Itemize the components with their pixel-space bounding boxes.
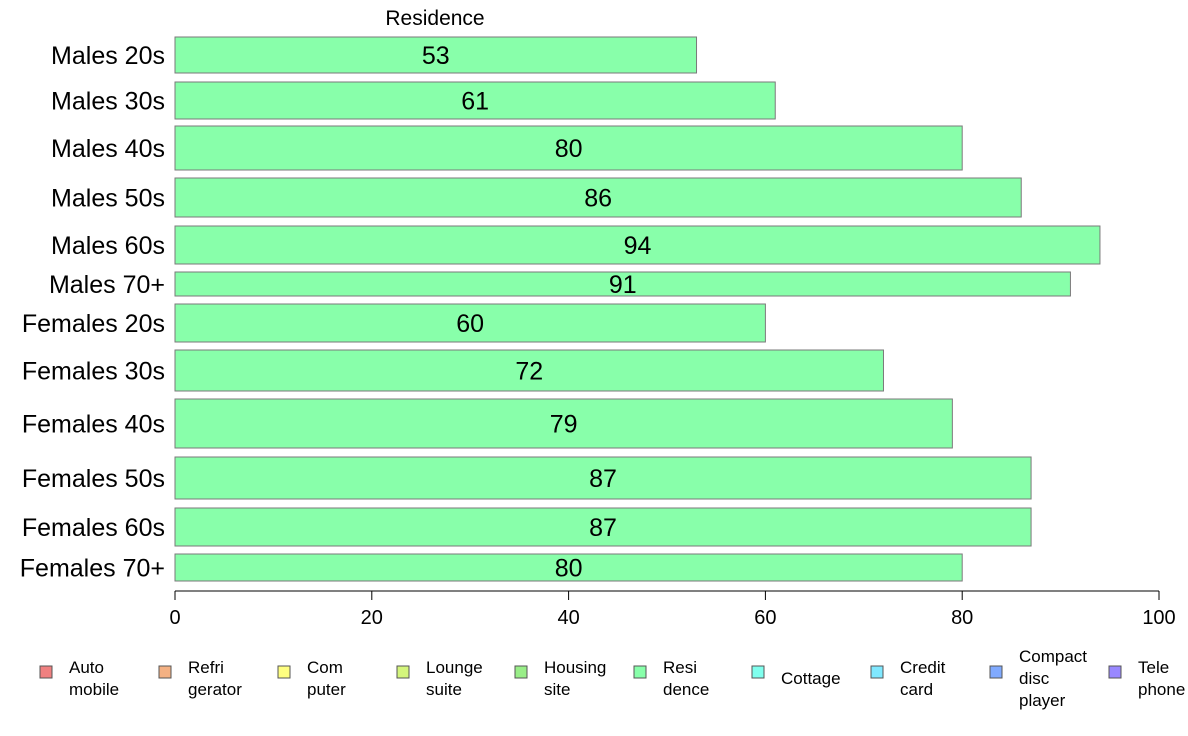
- legend-swatch: [1108, 665, 1122, 679]
- category-label: Females 70+: [20, 555, 165, 583]
- legend-label-line: dence: [663, 680, 709, 699]
- legend-label: Credit card: [900, 658, 946, 699]
- legend-label: Lounge suite: [426, 658, 483, 699]
- legend-swatch: [277, 665, 291, 679]
- x-tick-label: 20: [361, 607, 383, 629]
- category-label: Females 40s: [22, 411, 165, 439]
- category-label: Males 20s: [51, 42, 165, 70]
- data-label: 91: [609, 271, 637, 299]
- legend: Auto mobile Refri gerator Com puter Lounge suit…: [39, 647, 1185, 710]
- bar-females-70plus: [174, 553, 963, 582]
- data-label: 61: [461, 88, 489, 116]
- legend-label-line: Auto: [69, 658, 104, 677]
- panel-title: Residence: [385, 7, 484, 30]
- category-label: Females 30s: [22, 358, 165, 386]
- legend-label-line: Resi: [663, 658, 697, 677]
- category-label: Males 50s: [51, 185, 165, 213]
- x-tick-label: 60: [754, 607, 776, 629]
- legend-label-line: Refri: [188, 658, 224, 677]
- data-label: 79: [550, 411, 578, 439]
- bar-females-30s: [174, 349, 884, 392]
- x-tick-label: 100: [1142, 607, 1175, 629]
- legend-swatch: [989, 665, 1003, 679]
- data-label: 87: [589, 465, 617, 493]
- legend-label: Refri gerator: [188, 658, 242, 699]
- legend-label-line: puter: [307, 680, 346, 699]
- x-tick-label: 0: [169, 607, 180, 629]
- category-label: Males 40s: [51, 135, 165, 163]
- bar-females-40s: [174, 398, 953, 449]
- legend-label-line: gerator: [188, 680, 242, 699]
- legend-label: Resi dence: [663, 658, 709, 699]
- x-axis: 0 20 40 60 80 100: [169, 590, 1176, 629]
- data-label: 94: [624, 232, 652, 260]
- data-label: 60: [456, 310, 484, 338]
- bar-males-40s: [174, 125, 963, 171]
- legend-swatch: [396, 665, 410, 679]
- data-label: 53: [422, 42, 450, 70]
- category-label: Males 60s: [51, 232, 165, 260]
- legend-label: Auto mobile: [69, 658, 119, 699]
- category-label: Females 60s: [22, 514, 165, 542]
- legend-label-line: Lounge: [426, 658, 483, 677]
- bar-males-20s: [174, 36, 698, 74]
- data-label: 72: [515, 358, 543, 386]
- legend-label: Tele phone: [1138, 658, 1185, 699]
- legend-label-line: Tele: [1138, 658, 1169, 677]
- legend-label-line: player: [1019, 691, 1066, 710]
- x-tick-label: 40: [557, 607, 579, 629]
- legend-label-line: Com: [307, 658, 343, 677]
- legend-swatch: [39, 665, 53, 679]
- data-label: 86: [584, 185, 612, 213]
- category-label: Males 70+: [49, 271, 165, 299]
- bar-females-20s: [174, 303, 766, 343]
- legend-swatch: [514, 665, 528, 679]
- legend-label-line: mobile: [69, 680, 119, 699]
- legend-label: Cottage: [781, 669, 841, 688]
- bars-group: Males 20s 53 Males 30s 61 Males 40s 80 Males 5…: [20, 36, 1101, 583]
- data-label: 87: [589, 514, 617, 542]
- legend-label: Compact disc player: [1019, 647, 1087, 710]
- legend-label-line: Credit: [900, 658, 946, 677]
- bar-males-70plus: [174, 271, 1071, 297]
- data-label: 80: [555, 555, 583, 583]
- legend-label-line: site: [544, 680, 570, 699]
- bar-males-30s: [174, 81, 776, 120]
- x-tick-label: 80: [951, 607, 973, 629]
- category-label: Females 50s: [22, 465, 165, 493]
- legend-swatch: [158, 665, 172, 679]
- legend-label-line: Cottage: [781, 669, 841, 688]
- legend-label: Com puter: [307, 658, 346, 699]
- legend-label-line: phone: [1138, 680, 1185, 699]
- category-label: Males 30s: [51, 88, 165, 116]
- legend-swatch: [633, 665, 647, 679]
- bar-females-60s: [174, 507, 1032, 547]
- legend-label-line: Housing: [544, 658, 606, 677]
- data-label: 80: [555, 135, 583, 163]
- legend-swatch: [751, 665, 765, 679]
- bar-males-60s: [174, 225, 1101, 265]
- category-label: Females 20s: [22, 310, 165, 338]
- legend-label-line: disc: [1019, 669, 1050, 688]
- bar-males-50s: [174, 177, 1022, 218]
- legend-label-line: suite: [426, 680, 462, 699]
- legend-swatch: [870, 665, 884, 679]
- legend-label-line: Compact: [1019, 647, 1087, 666]
- legend-label: Housing site: [544, 658, 606, 699]
- bar-females-50s: [174, 456, 1032, 500]
- legend-label-line: card: [900, 680, 933, 699]
